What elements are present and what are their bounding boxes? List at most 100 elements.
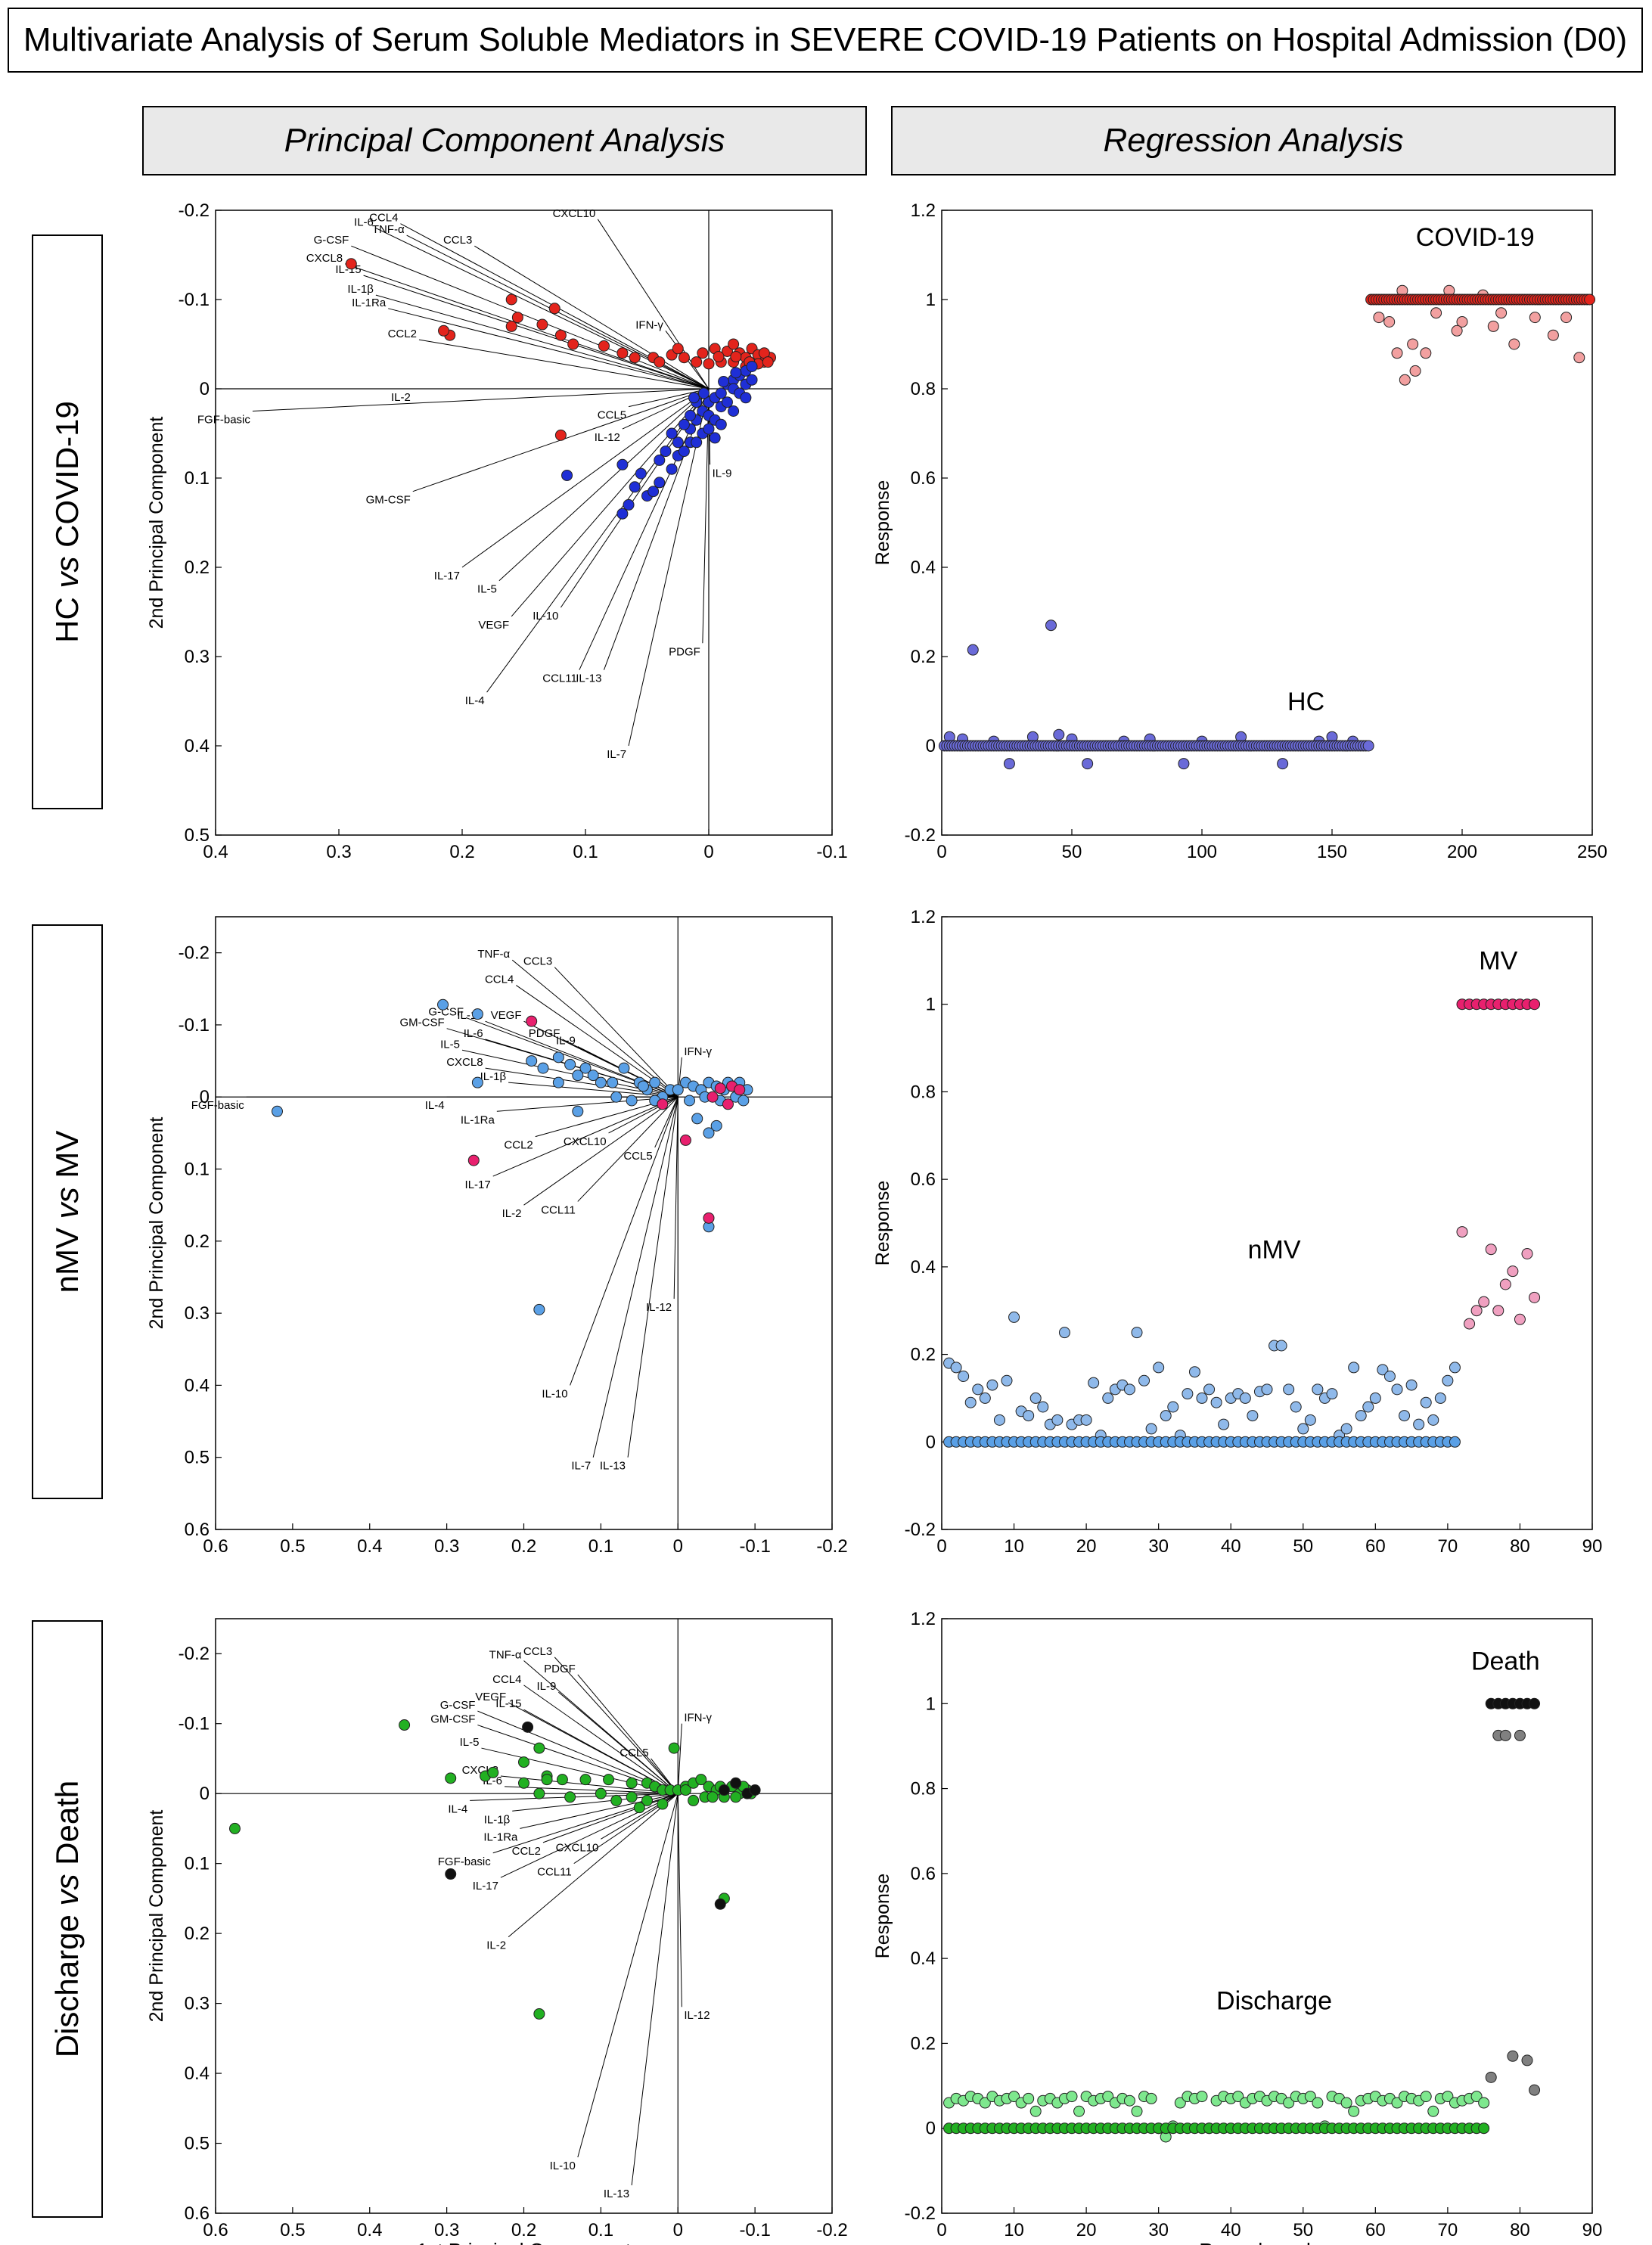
y-axis-label: 2nd Principal Component	[146, 1810, 167, 2023]
loading-label: IL-13	[600, 1460, 626, 1473]
response-point	[1499, 1278, 1511, 1290]
data-point	[703, 1127, 715, 1139]
loading-label: IL-17	[434, 570, 460, 582]
response-point	[1297, 1423, 1309, 1435]
data-point	[730, 367, 742, 379]
x-tick-label: 250	[1577, 842, 1607, 862]
loading-label: PDGF	[669, 645, 700, 658]
loading-label: IL-1Ra	[461, 1113, 495, 1126]
row-label-b: MV	[49, 1130, 85, 1188]
response-point	[1008, 2091, 1020, 2103]
loading-vector	[363, 275, 710, 390]
loading-vector	[579, 388, 710, 670]
row-label-b: Death	[49, 1780, 85, 1874]
x-tick-label: 0.4	[203, 842, 228, 862]
data-point	[637, 1080, 649, 1092]
data-point	[734, 1084, 746, 1096]
loading-label: FGF-basic	[438, 1855, 492, 1868]
response-point	[1080, 1414, 1092, 1426]
loading-label: IL-9	[556, 1035, 576, 1048]
y-tick-label: 0.6	[911, 1169, 936, 1190]
y-tick-label: 0	[926, 1432, 936, 1452]
loading-label: GM-CSF	[430, 1713, 475, 1726]
loading-label: IL-10	[542, 1387, 567, 1400]
data-point	[721, 396, 733, 408]
response-point	[1442, 2091, 1454, 2103]
data-point	[471, 1008, 483, 1020]
data-point	[564, 1791, 576, 1803]
loading-vector	[597, 219, 710, 390]
y-tick-label: -0.1	[179, 290, 210, 310]
data-point	[718, 1784, 730, 1796]
response-point	[1340, 2097, 1352, 2109]
row-label-vs: vs	[49, 556, 85, 588]
data-point	[706, 1791, 719, 1803]
response-point	[1174, 2097, 1186, 2109]
loading-vector	[577, 1793, 678, 2158]
loading-label: VEGF	[491, 1009, 522, 1022]
data-point	[746, 374, 758, 386]
data-point	[579, 1062, 592, 1074]
data-point	[505, 293, 517, 306]
data-point	[561, 469, 573, 481]
group-annotation: COVID-19	[1416, 223, 1535, 252]
data-point	[730, 1777, 742, 1789]
x-tick-label: 50	[1293, 1536, 1313, 1557]
response-point	[1029, 1392, 1042, 1404]
data-point	[554, 429, 567, 441]
response-point	[1420, 347, 1432, 359]
data-point	[567, 338, 579, 350]
response-point	[1023, 2092, 1035, 2104]
x-tick-label: 200	[1447, 842, 1477, 862]
loading-label: CCL4	[485, 973, 514, 986]
loading-label: IL-10	[550, 2160, 576, 2172]
response-point	[1377, 1364, 1389, 1376]
loading-label: IL-5	[440, 1038, 460, 1051]
response-point	[1102, 1392, 1114, 1404]
response-point	[1573, 352, 1585, 364]
x-tick-label: 0.3	[434, 1536, 459, 1557]
response-point	[1023, 1410, 1035, 1422]
data-point	[629, 352, 641, 364]
data-point	[749, 1784, 761, 1796]
row-label-a: nMV	[49, 1219, 85, 1293]
loading-label: GM-CSF	[366, 494, 411, 507]
y-tick-label: 0.5	[185, 825, 210, 846]
data-point	[654, 477, 666, 489]
data-point	[438, 324, 450, 337]
data-point	[595, 1787, 607, 1799]
data-point	[526, 1055, 538, 1067]
loading-label: GM-CSF	[399, 1017, 444, 1029]
response-point	[1355, 1410, 1367, 1422]
response-point	[1029, 2105, 1042, 2117]
loading-vector	[654, 1097, 678, 1148]
response-point	[1051, 1414, 1064, 1426]
y-tick-label: 0	[926, 2119, 936, 2139]
x-tick-label: 0	[936, 842, 946, 862]
loading-label: G-CSF	[440, 1699, 476, 1712]
response-point	[1492, 1305, 1504, 1317]
x-tick-label: 80	[1510, 2220, 1530, 2240]
loading-vector	[461, 388, 710, 568]
x-tick-label: 20	[1076, 2220, 1097, 2240]
response-point	[1464, 1318, 1476, 1330]
data-point	[678, 418, 690, 430]
regression-chart-discharge-death: 0 10 20 30 40 50 60 70 80 90-0.200.20.40.60.811.2…	[872, 1609, 1602, 2245]
response-point	[1521, 2054, 1533, 2066]
data-point	[721, 345, 733, 357]
row-label-vs: vs	[49, 1187, 85, 1219]
data-point	[654, 454, 666, 466]
data-point	[445, 1868, 457, 1880]
fitted-point	[1584, 293, 1596, 306]
response-point	[1304, 1414, 1316, 1426]
response-point	[1391, 2097, 1403, 2109]
loading-vector	[523, 1096, 678, 1206]
loading-vector	[492, 1096, 678, 1177]
loading-label: IL-12	[684, 2009, 710, 2022]
loading-vector	[252, 388, 710, 411]
loading-label: CCL2	[504, 1139, 533, 1152]
loading-label: VEGF	[475, 1691, 506, 1703]
data-point	[728, 405, 740, 417]
loading-vector	[500, 1793, 678, 1878]
x-tick-label: 0.2	[511, 1536, 536, 1557]
